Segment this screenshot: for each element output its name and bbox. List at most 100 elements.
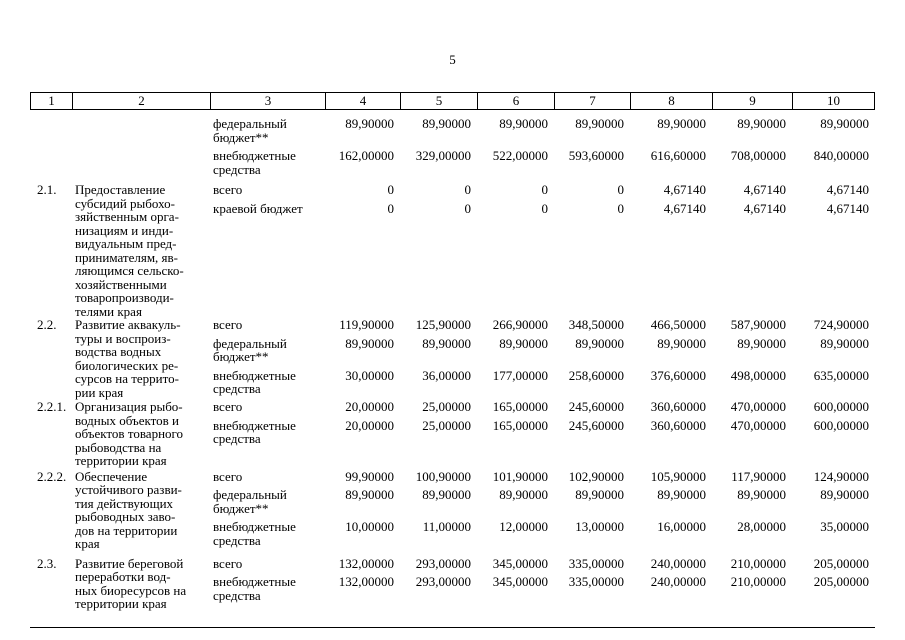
budget-type-label: внебюджетные средства: [213, 148, 296, 177]
budget-type-label: внебюджетные средства: [213, 367, 296, 396]
value-cell: 25,00000: [422, 399, 471, 414]
value-cell: 616,60000: [650, 148, 706, 163]
value-cell: 89,90000: [499, 487, 548, 502]
budget-type-label: всего: [213, 468, 243, 484]
value-cell: 89,90000: [422, 116, 471, 131]
value-cell: 11,00000: [422, 519, 471, 534]
row-number: 2.2.2.: [37, 468, 67, 484]
value-cell: 89,90000: [820, 335, 869, 351]
value-cell: 0: [617, 200, 625, 216]
value-cell: 245,60000: [568, 417, 624, 433]
budget-type-label: всего: [213, 182, 243, 197]
row-number: 2.2.1.: [37, 399, 67, 414]
value-cell: 522,00000: [492, 148, 548, 163]
budget-table: 1 2 3 4 5 6 7 8 9 10 федеральный бюджет*…: [30, 92, 875, 611]
value-cell: 258,60000: [568, 367, 624, 383]
value-cell: 840,00000: [813, 148, 869, 163]
budget-line: внебюджетные средства 30,00000 36,00000 …: [210, 367, 875, 396]
budget-line: федеральный бюджет** 89,90000 89,90000 8…: [210, 488, 875, 515]
value-cell: 360,60000: [650, 399, 706, 414]
value-cell: 360,60000: [650, 417, 706, 433]
value-cell: 89,90000: [575, 335, 624, 351]
table-row: федеральный бюджет** 89,90000 89,90000 8…: [30, 117, 875, 176]
table-row: 2.1. Предоставление субсидий рыбохо- зяй…: [30, 183, 875, 318]
budget-type-label: внебюджетные средства: [213, 574, 296, 603]
value-cell: 4,67140: [663, 182, 706, 197]
table-row: 2.3. Развитие береговой переработки вод-…: [30, 555, 875, 611]
budget-line: всего 119,90000 125,90000 266,90000 348,…: [210, 318, 875, 332]
value-cell: 498,00000: [730, 367, 786, 383]
value-cell: 89,90000: [657, 487, 706, 502]
header-cell: 6: [477, 92, 554, 110]
value-cell: 36,00000: [422, 367, 471, 383]
budget-type-label: федеральный бюджет**: [213, 335, 287, 364]
table-bottom-border: [30, 627, 875, 628]
header-cell: 3: [210, 92, 325, 110]
header-cell: 5: [400, 92, 477, 110]
value-cell: 119,90000: [339, 317, 394, 332]
budget-line: всего 0 0 0 0 4,67140 4,67140 4,67140: [210, 183, 875, 197]
value-cell: 4,67140: [743, 182, 786, 197]
value-cell: 99,90000: [345, 468, 394, 484]
row-name: Развитие аквакуль- туры и воспроиз- водс…: [75, 317, 181, 400]
value-cell: 0: [617, 182, 625, 197]
value-cell: 293,00000: [415, 574, 471, 589]
value-cell: 0: [387, 200, 395, 216]
value-cell: 210,00000: [730, 574, 786, 589]
budget-line: внебюджетные средства 20,00000 25,00000 …: [210, 417, 875, 446]
value-cell: 335,00000: [568, 574, 624, 589]
budget-line: внебюджетные средства 162,00000 329,0000…: [210, 149, 875, 176]
value-cell: 101,90000: [492, 468, 548, 484]
row-number: 2.2.: [37, 317, 57, 332]
value-cell: 165,00000: [492, 399, 548, 414]
value-cell: 470,00000: [730, 399, 786, 414]
value-cell: 0: [541, 182, 549, 197]
value-cell: 345,00000: [492, 555, 548, 571]
value-cell: 329,00000: [415, 148, 471, 163]
value-cell: 89,90000: [820, 116, 869, 131]
budget-type-label: всего: [213, 399, 243, 414]
value-cell: 89,90000: [345, 487, 394, 502]
value-cell: 4,67140: [826, 182, 869, 197]
header-cell: 7: [554, 92, 630, 110]
value-cell: 132,00000: [338, 555, 394, 571]
header-cell: 10: [792, 92, 875, 110]
value-cell: 20,00000: [345, 417, 394, 433]
value-cell: 89,90000: [737, 335, 786, 351]
value-cell: 162,00000: [338, 148, 394, 163]
value-cell: 35,00000: [820, 519, 869, 534]
budget-line: всего 99,90000 100,90000 101,90000 102,9…: [210, 468, 875, 484]
header-cell: 9: [712, 92, 792, 110]
budget-line: всего 20,00000 25,00000 165,00000 245,60…: [210, 400, 875, 414]
value-cell: 0: [464, 200, 472, 216]
value-cell: 210,00000: [730, 555, 786, 571]
value-cell: 89,90000: [499, 335, 548, 351]
value-cell: 177,00000: [492, 367, 548, 383]
value-cell: 4,67140: [743, 200, 786, 216]
value-cell: 0: [387, 182, 395, 197]
table-body: федеральный бюджет** 89,90000 89,90000 8…: [30, 110, 875, 611]
value-cell: 89,90000: [657, 335, 706, 351]
value-cell: 89,90000: [575, 116, 624, 131]
budget-line: федеральный бюджет** 89,90000 89,90000 8…: [210, 117, 875, 144]
value-cell: 89,90000: [499, 116, 548, 131]
value-cell: 89,90000: [657, 116, 706, 131]
page-number: 5: [449, 52, 456, 67]
budget-type-label: всего: [213, 317, 243, 332]
value-cell: 724,90000: [813, 317, 869, 332]
value-cell: 0: [541, 200, 549, 216]
header-cell: 8: [630, 92, 712, 110]
value-cell: 25,00000: [422, 417, 471, 433]
value-cell: 89,90000: [422, 487, 471, 502]
value-cell: 376,60000: [650, 367, 706, 383]
budget-type-label: федеральный бюджет**: [213, 487, 287, 516]
value-cell: 466,50000: [650, 317, 706, 332]
value-cell: 600,00000: [813, 417, 869, 433]
value-cell: 100,90000: [415, 468, 471, 484]
value-cell: 89,90000: [575, 487, 624, 502]
value-cell: 124,90000: [813, 468, 869, 484]
value-cell: 89,90000: [737, 487, 786, 502]
value-cell: 587,90000: [730, 317, 786, 332]
header-cell: 4: [325, 92, 400, 110]
value-cell: 10,00000: [345, 519, 394, 534]
